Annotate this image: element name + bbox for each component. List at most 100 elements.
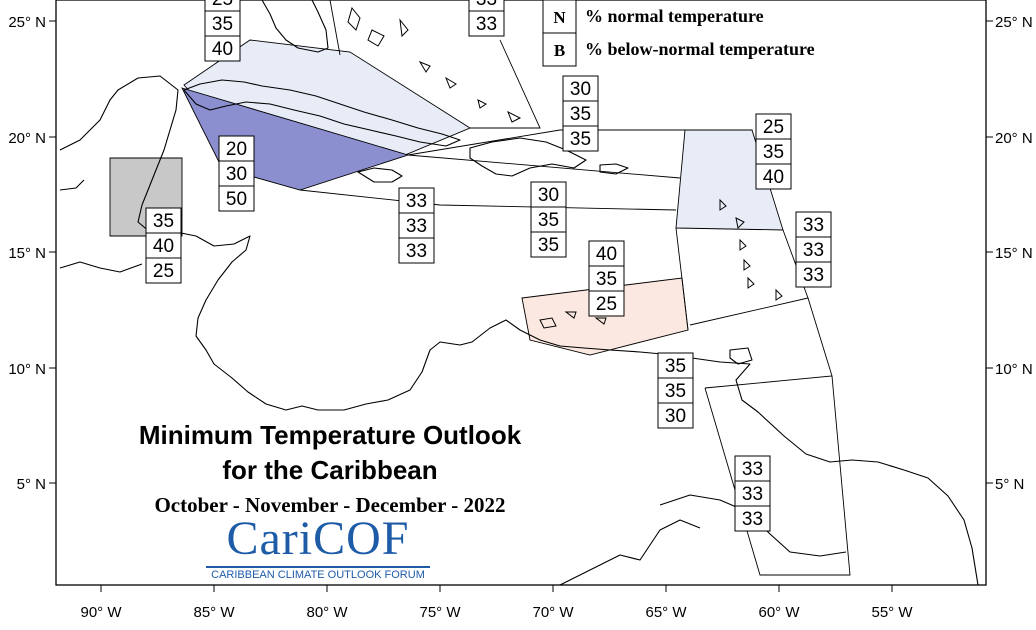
lon-tick-label: 70° W bbox=[532, 604, 574, 621]
prob-stack-guianas: 33 33 33 bbox=[734, 455, 771, 532]
logo-subtitle: CARIBBEAN CLIMATE OUTLOOK FORUM bbox=[211, 569, 425, 581]
legend-label-normal: % normal temperature bbox=[585, 6, 764, 26]
prob-value: 30 bbox=[665, 406, 686, 427]
prob-cell bbox=[468, 10, 505, 37]
prob-value: 25 bbox=[596, 294, 617, 315]
prob-value: 50 bbox=[226, 189, 247, 210]
lat-tick-label: 20° N bbox=[8, 130, 46, 147]
prob-cell bbox=[530, 206, 567, 233]
lat-tick-label: 5° N bbox=[995, 476, 1024, 493]
logo-underline bbox=[206, 566, 430, 568]
prob-value: 25 bbox=[763, 117, 784, 138]
prob-value: 33 bbox=[406, 191, 427, 212]
lat-tick-label: 10° N bbox=[8, 361, 46, 378]
prob-cell bbox=[562, 100, 599, 127]
lon-tick-label: 90° W bbox=[80, 604, 122, 621]
prob-value: 35 bbox=[538, 210, 559, 231]
prob-cell bbox=[588, 240, 625, 267]
prob-value: 35 bbox=[212, 14, 233, 35]
prob-cell bbox=[734, 505, 771, 532]
logo-wordmark: CariCOF bbox=[226, 512, 410, 565]
prob-value: 35 bbox=[570, 129, 591, 150]
prob-value: 33 bbox=[803, 240, 824, 261]
prob-value: 35 bbox=[763, 142, 784, 163]
prob-cell bbox=[145, 207, 182, 234]
prob-value: 40 bbox=[596, 244, 617, 265]
prob-cell bbox=[530, 231, 567, 258]
prob-cell bbox=[795, 236, 832, 263]
prob-cell bbox=[755, 138, 792, 165]
prob-cell bbox=[755, 113, 792, 140]
prob-stack-trinidad: 35 35 30 bbox=[657, 352, 694, 429]
prob-cell bbox=[657, 377, 694, 404]
prob-value: 35 bbox=[665, 381, 686, 402]
legend: N B % normal temperature % below-normal … bbox=[542, 0, 815, 67]
prob-cell bbox=[562, 75, 599, 102]
prob-cell bbox=[795, 211, 832, 238]
prob-value: 33 bbox=[476, 0, 497, 10]
forecast-period: October - November - December - 2022 bbox=[154, 493, 506, 517]
prob-stack-jamaica: 33 33 33 bbox=[398, 187, 435, 264]
lon-tick-label: 75° W bbox=[419, 604, 461, 621]
prob-value: 35 bbox=[153, 211, 174, 232]
prob-value: 33 bbox=[742, 484, 763, 505]
caricof-logo: CariCOF CARIBBEAN CLIMATE OUTLOOK FORUM bbox=[202, 512, 434, 582]
prob-value: 33 bbox=[742, 459, 763, 480]
lat-tick-label: 20° N bbox=[995, 130, 1033, 147]
prob-cell bbox=[562, 125, 599, 152]
prob-value: 30 bbox=[570, 79, 591, 100]
prob-cell bbox=[795, 261, 832, 288]
prob-value: 33 bbox=[406, 241, 427, 262]
prob-value: 35 bbox=[596, 269, 617, 290]
lon-ticks: 90° W 85° W 80° W 75° W 70° W 65° W 60° … bbox=[80, 585, 913, 621]
map-title: Minimum Temperature Outlook bbox=[138, 420, 522, 450]
prob-stack-cuba-west: 20 30 50 bbox=[218, 135, 255, 212]
lat-tick-label: 15° N bbox=[8, 245, 46, 262]
legend-label-below: % below-normal temperature bbox=[585, 39, 815, 59]
lat-tick-label: 15° N bbox=[995, 245, 1033, 262]
prob-stack-belize: 35 40 25 bbox=[145, 207, 182, 284]
prob-stack-abc-islands: 40 35 25 bbox=[588, 240, 625, 317]
prob-value: 35 bbox=[570, 104, 591, 125]
prob-cell bbox=[398, 187, 435, 214]
prob-cell bbox=[588, 290, 625, 317]
prob-value: 33 bbox=[406, 216, 427, 237]
prob-value: 20 bbox=[226, 139, 247, 160]
prob-cell bbox=[734, 480, 771, 507]
prob-cell bbox=[204, 35, 241, 62]
prob-value: 25 bbox=[212, 0, 233, 10]
region-outlines bbox=[299, 0, 851, 576]
prob-value: 40 bbox=[763, 167, 784, 188]
lat-tick-label: 10° N bbox=[995, 361, 1033, 378]
prob-cell bbox=[734, 455, 771, 482]
lat-tick-label: 25° N bbox=[995, 14, 1033, 31]
prob-stack-hispaniola: 30 35 35 bbox=[530, 181, 567, 258]
prob-stack-florida-north: 25 35 40 bbox=[204, 0, 241, 62]
prob-value: 40 bbox=[212, 39, 233, 60]
forecast-boxes: 3333253540203050354025333333303535303535… bbox=[145, 0, 832, 532]
prob-value: 33 bbox=[803, 215, 824, 236]
prob-value: 40 bbox=[153, 236, 174, 257]
prob-cell bbox=[398, 237, 435, 264]
prob-cell bbox=[755, 163, 792, 190]
prob-value: 35 bbox=[538, 235, 559, 256]
lon-tick-label: 65° W bbox=[645, 604, 687, 621]
prob-cell bbox=[218, 135, 255, 162]
prob-cell bbox=[588, 265, 625, 292]
legend-key-box bbox=[542, 32, 577, 67]
prob-cell bbox=[204, 10, 241, 37]
prob-cell bbox=[218, 185, 255, 212]
prob-stack-bahamas-southeast: 30 35 35 bbox=[562, 75, 599, 152]
prob-value: 33 bbox=[476, 14, 497, 35]
legend-key-below: B bbox=[554, 41, 565, 60]
map-title-line2: for the Caribbean bbox=[222, 455, 438, 485]
islands bbox=[183, 6, 783, 365]
lon-tick-label: 55° W bbox=[871, 604, 913, 621]
prob-value: 33 bbox=[803, 265, 824, 286]
prob-value: 33 bbox=[742, 509, 763, 530]
legend-key-normal: N bbox=[553, 8, 566, 27]
prob-value: 30 bbox=[538, 185, 559, 206]
lat-tick-label: 5° N bbox=[17, 476, 46, 493]
